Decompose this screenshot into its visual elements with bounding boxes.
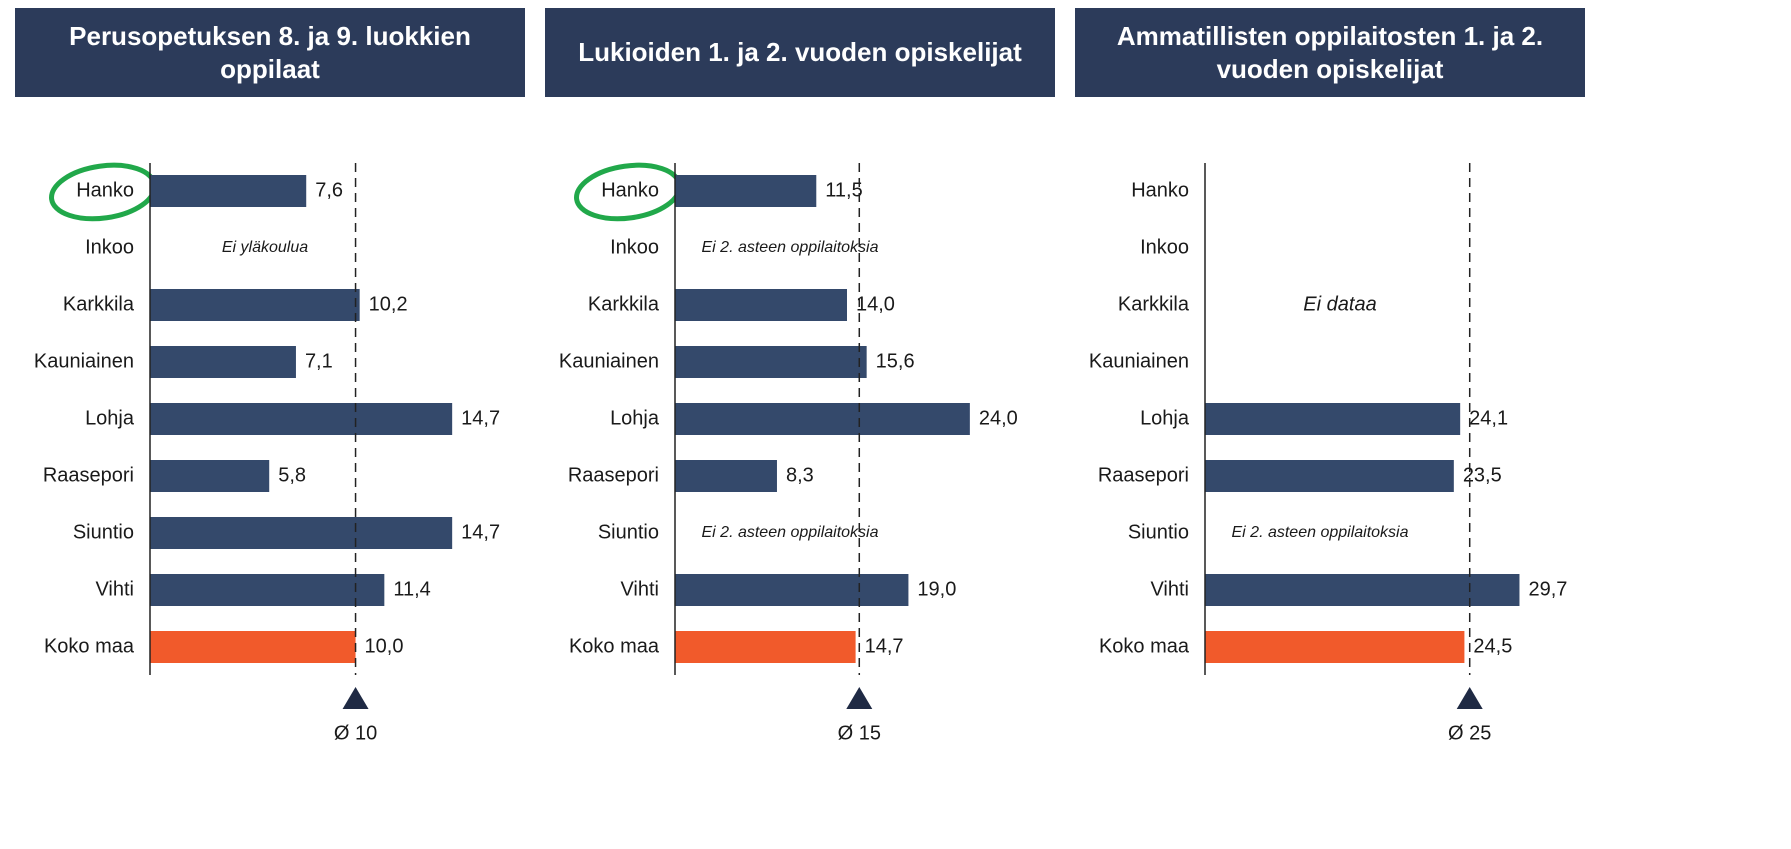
category-label: Koko maa [44, 635, 135, 657]
category-label: Vihti [1150, 578, 1189, 600]
category-label: Koko maa [569, 635, 660, 657]
panel-title: Lukioiden 1. ja 2. vuoden opiskelijat [545, 8, 1055, 97]
annotation: Ei 2. asteen oppilaitoksia [702, 239, 879, 256]
bar [675, 403, 970, 435]
value-label: 11,4 [393, 578, 430, 600]
category-label: Siuntio [73, 521, 134, 543]
charts: Hanko 7,6 Inkoo Karkkila 10,2 Kauniainen 7,1 Lo… [0, 0, 1791, 849]
category-label: Lohja [85, 407, 135, 429]
bar [150, 517, 452, 549]
category-label: Vihti [95, 578, 134, 600]
bar [150, 175, 306, 207]
value-label: 14,7 [865, 635, 904, 657]
annotation: Ei 2. asteen oppilaitoksia [1232, 524, 1409, 541]
bar [1205, 460, 1454, 492]
category-label: Kauniainen [559, 350, 659, 372]
value-label: 23,5 [1463, 464, 1502, 486]
bar [150, 460, 269, 492]
annotation: Ei 2. asteen oppilaitoksia [702, 524, 879, 541]
category-label: Raasepori [1098, 464, 1189, 486]
value-label: 5,8 [278, 464, 306, 486]
value-label: 11,5 [825, 179, 862, 201]
category-label: Kauniainen [1089, 350, 1189, 372]
category-label: Inkoo [610, 236, 659, 258]
bar [150, 289, 360, 321]
bar [675, 631, 856, 663]
value-label: 7,6 [315, 179, 343, 201]
value-label: 10,0 [365, 635, 404, 657]
value-label: 19,0 [917, 578, 956, 600]
category-label: Inkoo [85, 236, 134, 258]
reference-label: Ø 10 [334, 722, 377, 744]
category-label: Siuntio [1128, 521, 1189, 543]
category-label: Lohja [1140, 407, 1190, 429]
bar [150, 574, 384, 606]
category-label: Hanko [601, 179, 659, 201]
category-label: Inkoo [1140, 236, 1189, 258]
bar [675, 346, 867, 378]
category-label: Kauniainen [34, 350, 134, 372]
bar [150, 631, 356, 663]
category-label: Siuntio [598, 521, 659, 543]
bar [675, 175, 816, 207]
category-label: Koko maa [1099, 635, 1190, 657]
panel-title: Ammatillisten oppilaitosten 1. ja 2. vuo… [1075, 8, 1585, 97]
bar [675, 289, 847, 321]
category-label: Lohja [610, 407, 660, 429]
bar [1205, 631, 1464, 663]
reference-marker [343, 687, 369, 709]
category-label: Karkkila [588, 293, 660, 315]
value-label: 10,2 [369, 293, 408, 315]
category-label: Vihti [620, 578, 659, 600]
value-label: 14,7 [461, 521, 500, 543]
bar [675, 574, 908, 606]
bar [150, 346, 296, 378]
category-label: Hanko [1131, 179, 1189, 201]
reference-marker [1457, 687, 1483, 709]
category-label: Hanko [76, 179, 134, 201]
bar [675, 460, 777, 492]
reference-label: Ø 25 [1448, 722, 1491, 744]
panel-title: Perusopetuksen 8. ja 9. luokkien oppilaa… [15, 8, 525, 97]
bar [1205, 403, 1460, 435]
value-label: 24,5 [1473, 635, 1512, 657]
category-label: Karkkila [63, 293, 135, 315]
value-label: 14,7 [461, 407, 500, 429]
value-label: 24,1 [1469, 407, 1508, 429]
page: Hanko 7,6 Inkoo Karkkila 10,2 Kauniainen 7,1 Lo… [0, 0, 1791, 849]
value-label: 14,0 [856, 293, 895, 315]
reference-label: Ø 15 [838, 722, 881, 744]
annotation: Ei dataa [1303, 293, 1376, 315]
reference-marker [846, 687, 872, 709]
value-label: 24,0 [979, 407, 1018, 429]
value-label: 29,7 [1528, 578, 1567, 600]
category-label: Raasepori [43, 464, 134, 486]
annotation: Ei yläkoulua [222, 239, 308, 256]
value-label: 8,3 [786, 464, 814, 486]
value-label: 15,6 [876, 350, 915, 372]
category-label: Karkkila [1118, 293, 1190, 315]
value-label: 7,1 [305, 350, 333, 372]
bar [150, 403, 452, 435]
bar [1205, 574, 1519, 606]
category-label: Raasepori [568, 464, 659, 486]
